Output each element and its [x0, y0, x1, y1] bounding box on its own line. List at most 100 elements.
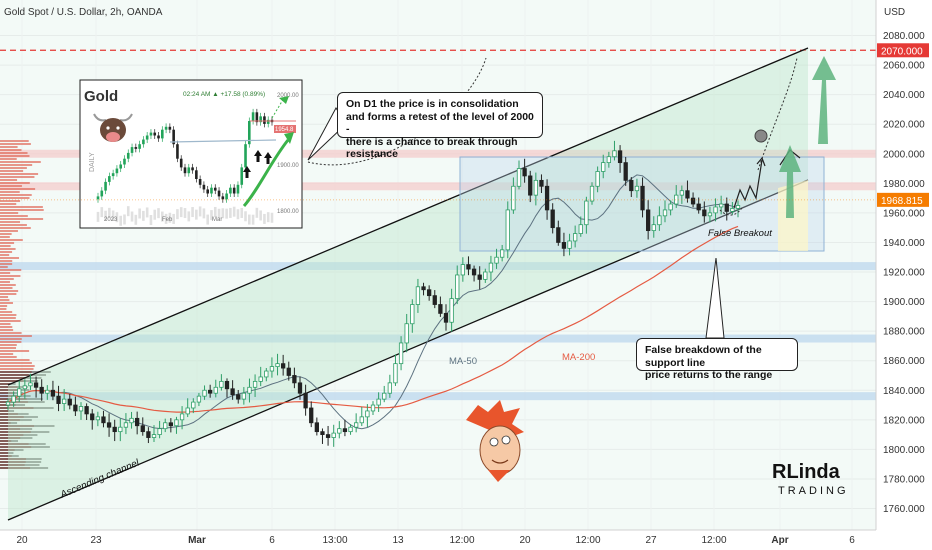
candle-body [494, 256, 499, 264]
candle-body [668, 203, 673, 211]
candle-body [488, 262, 494, 273]
x-tick-label: Mar [188, 535, 206, 546]
inset-price-tag: 1954.8 [275, 127, 294, 133]
candle-body [404, 323, 409, 344]
candle-body [230, 388, 235, 396]
candle-body [258, 376, 263, 382]
candle-body [662, 209, 668, 217]
candle-body [281, 363, 286, 369]
candle-body [685, 190, 690, 199]
candle-body [606, 156, 611, 164]
candle-body [236, 394, 241, 400]
candle-body [168, 422, 173, 427]
x-tick-label: 13 [392, 535, 404, 546]
candle-body [151, 434, 157, 438]
candle-body [50, 389, 56, 397]
y-tick-label: 2060.000 [883, 61, 925, 72]
candle-body [17, 388, 22, 397]
candle-body [573, 233, 578, 242]
candle-body [135, 417, 140, 427]
consolidation-callout: On D1 the price is in consolidation and … [337, 92, 543, 160]
inset-up-arrows [243, 150, 272, 178]
x-tick-label: 13:00 [322, 535, 347, 546]
candle-body [387, 382, 392, 394]
svg-text:2023: 2023 [104, 217, 118, 223]
ma200-label: MA-200 [562, 352, 595, 363]
level-zone [0, 262, 876, 271]
candle-body [460, 264, 465, 276]
candle-body [707, 212, 713, 217]
candle-body [320, 431, 325, 435]
currency-label: USD [884, 7, 905, 18]
candle-body [118, 426, 123, 433]
candle-body [544, 185, 550, 211]
candle-body [39, 386, 44, 394]
y-tick-label: 1780.000 [883, 474, 925, 485]
candle-body [634, 185, 640, 192]
candle-body [393, 363, 398, 384]
svg-text:1900.00: 1900.00 [277, 163, 299, 169]
cartoon-face-icon [466, 400, 524, 482]
y-tick-label: 1960.000 [883, 208, 925, 219]
svg-text:2000.00: 2000.00 [277, 93, 299, 99]
y-tick-label: 1940.000 [883, 238, 925, 249]
candle-body [719, 203, 724, 208]
candle-body [550, 209, 555, 229]
candle-body [443, 312, 449, 323]
candle-body [275, 363, 280, 367]
candle-body [617, 150, 623, 164]
candle-body [561, 242, 567, 249]
candle-body [241, 392, 246, 400]
x-tick-label: 12:00 [449, 535, 474, 546]
candle-body [696, 203, 701, 211]
candle-body [646, 209, 651, 232]
candle-body [674, 194, 679, 205]
candle-body [112, 426, 117, 433]
candle-body [354, 422, 359, 428]
candle-body [179, 413, 185, 421]
y-tick-label: 1920.000 [883, 268, 925, 279]
candle-body [657, 215, 662, 226]
candle-body [382, 392, 387, 400]
candle-body [539, 179, 544, 187]
candle-body [84, 406, 89, 415]
candle-body [595, 171, 600, 187]
candle-body [702, 209, 707, 217]
svg-text:RLinda: RLinda [772, 461, 841, 483]
candle-body [432, 295, 437, 305]
candle-body [157, 428, 162, 435]
y-tick-label: 1760.000 [883, 504, 925, 515]
candle-body [269, 366, 275, 372]
candle-body [421, 286, 426, 291]
volume-profile [0, 140, 55, 469]
x-tick-label: 27 [645, 535, 657, 546]
time-axis[interactable]: 20 23 Mar 6 13:00 13 12:00 20 12:00 27 12:00 Apr 6 [0, 529, 876, 550]
y-tick-label: 2000.000 [883, 149, 925, 160]
inset-timeframe: DAILY [89, 152, 96, 172]
candle-body [78, 406, 84, 412]
candle-body [123, 422, 129, 428]
candle-body [146, 431, 151, 438]
candle-body [359, 416, 364, 424]
candle-body [224, 380, 230, 390]
candle-body [533, 179, 538, 196]
candle-body [286, 367, 291, 376]
x-tick-label: 23 [90, 535, 102, 546]
x-tick-label: 12:00 [701, 535, 726, 546]
brand-logo: RLinda TRADING [772, 461, 849, 497]
candle-body [208, 389, 213, 394]
candle-body [337, 428, 342, 434]
level-zone [0, 392, 876, 401]
candle-body [292, 375, 297, 384]
level-zone [0, 334, 876, 343]
false-breakdown-callout: False breakdown of the support line pric… [636, 338, 798, 381]
x-tick-label: 20 [16, 535, 28, 546]
candles [5, 140, 741, 447]
candle-body [690, 197, 696, 205]
svg-text:TRADING: TRADING [778, 485, 849, 497]
y-tick-label: 2080.000 [883, 31, 925, 42]
candle-body [483, 271, 488, 280]
candle-body [264, 370, 269, 378]
